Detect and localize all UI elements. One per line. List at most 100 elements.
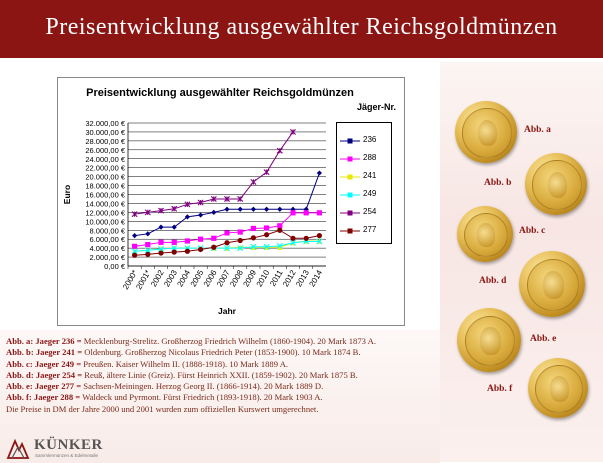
data-point-288 <box>145 241 151 248</box>
note-key: Abb. c: Jaeger 249 = <box>6 358 82 369</box>
data-point-236 <box>145 231 151 237</box>
note-line: Abb. e: Jaeger 277 = Sachsen-Meiningen. … <box>6 381 446 392</box>
data-point-254 <box>263 169 270 176</box>
data-point-288 <box>316 210 322 216</box>
data-point-254 <box>237 195 244 202</box>
legend-label: 236 <box>363 135 377 144</box>
line-chart: 0,00 €2.000,00 €4.000,00 €6.000,00 €8.00… <box>62 119 326 316</box>
note-text: Oldenburg. Großherzog Nicolaus Friedrich… <box>82 347 361 358</box>
note-line: Abb. b: Jaeger 241 = Oldenburg. Großherz… <box>6 347 446 358</box>
data-point-236 <box>250 206 256 212</box>
data-point-254 <box>290 128 296 135</box>
y-tick-label: 14.000,00 € <box>85 199 125 208</box>
data-point-236 <box>211 209 217 215</box>
legend-swatch-icon <box>340 156 360 162</box>
data-point-288 <box>250 225 256 232</box>
data-point-277 <box>277 227 283 233</box>
legend-item-288: 288 <box>337 153 391 165</box>
data-point-288 <box>290 210 296 216</box>
y-tick-label: 2.000,00 € <box>90 253 126 262</box>
note-text: Reuß, ältere Linie (Greiz). Fürst Heinri… <box>82 369 358 380</box>
legend-swatch-icon <box>340 174 360 180</box>
data-point-254 <box>224 195 230 202</box>
legend-item-249: 249 <box>337 189 391 201</box>
data-point-254 <box>158 207 164 214</box>
note-key: Abb. f: Jaeger 288 = <box>6 392 81 403</box>
data-point-277 <box>184 248 190 254</box>
coin-label-d: Abb. d <box>479 276 507 286</box>
note-key: Abb. a: Jaeger 236 = <box>6 336 82 346</box>
data-point-288 <box>224 230 230 236</box>
data-point-254 <box>184 201 191 208</box>
y-tick-label: 6.000,00 € <box>90 235 126 244</box>
footnote: Die Preise in DM der Jahre 2000 und 2001… <box>6 403 319 414</box>
logo-name: KÜNKER <box>34 437 103 453</box>
data-point-288 <box>198 236 204 242</box>
legend-item-236: 236 <box>337 135 391 147</box>
note-text: Mecklenburg-Strelitz. Großherzog Friedri… <box>81 336 376 346</box>
data-point-288 <box>237 229 243 235</box>
data-point-277 <box>211 244 217 250</box>
chart-subtitle: Jäger-Nr. <box>356 102 396 112</box>
y-tick-label: 32.000,00 € <box>85 119 125 128</box>
y-tick-label: 4.000,00 € <box>90 244 126 253</box>
coin-image-a <box>455 101 517 163</box>
data-point-249 <box>158 246 164 253</box>
note-line: Abb. f: Jaeger 288 = Waldeck und Pyrmont… <box>6 392 446 403</box>
data-point-236 <box>316 170 322 176</box>
coin-label-a: Abb. a <box>524 125 551 135</box>
data-point-236 <box>224 206 230 212</box>
data-point-249 <box>131 248 138 255</box>
data-point-236 <box>171 224 177 230</box>
legend-label: 241 <box>363 171 377 180</box>
data-point-254 <box>131 211 138 218</box>
coin-image-c <box>457 206 513 262</box>
data-point-288 <box>264 225 270 231</box>
data-point-277 <box>264 232 270 238</box>
note-line: Abb. c: Jaeger 249 = Preußen. Kaiser Wil… <box>6 359 446 370</box>
note-text: Waldeck und Pyrmont. Fürst Friedrich (18… <box>80 392 323 403</box>
data-point-249 <box>144 247 151 254</box>
y-tick-label: 26.000,00 € <box>85 146 125 155</box>
header-bar: Preisentwicklung ausgewählter Reichsgold… <box>0 0 603 58</box>
legend-label: 288 <box>363 153 377 162</box>
data-point-236 <box>158 224 164 230</box>
x-tick-label: 2014 <box>307 268 324 288</box>
logo-mark-icon <box>6 438 30 459</box>
data-point-254 <box>144 209 151 216</box>
data-point-249 <box>276 242 283 249</box>
data-point-249 <box>224 245 230 252</box>
y-tick-label: 30.000,00 € <box>85 128 125 137</box>
y-axis-label: Euro <box>62 185 72 204</box>
coin-label-e: Abb. e <box>530 334 557 344</box>
y-tick-label: 0,00 € <box>104 262 126 271</box>
coin-descriptions: Abb. a: Jaeger 236 = Mecklenburg-Strelit… <box>6 336 446 415</box>
data-point-236 <box>184 214 190 220</box>
data-point-241 <box>277 244 283 250</box>
legend-swatch-icon <box>340 210 360 216</box>
legend-label: 249 <box>363 189 377 198</box>
y-tick-label: 28.000,00 € <box>85 137 125 146</box>
data-point-254 <box>210 195 217 202</box>
data-point-249 <box>237 245 244 252</box>
note-text: Preußen. Kaiser Wilhelm II. (1888-1918).… <box>81 358 289 369</box>
data-point-277 <box>303 235 309 241</box>
page-title: Preisentwicklung ausgewählter Reichsgold… <box>45 14 558 40</box>
data-point-277 <box>132 252 138 258</box>
note-line: Abb. a: Jaeger 236 = Mecklenburg-Strelit… <box>6 336 446 347</box>
data-point-254 <box>250 178 257 185</box>
data-point-288 <box>303 210 309 216</box>
data-point-254 <box>276 147 283 154</box>
y-tick-label: 18.000,00 € <box>85 182 125 191</box>
y-tick-label: 10.000,00 € <box>85 217 125 226</box>
data-point-254 <box>197 199 204 206</box>
data-point-288 <box>277 223 283 229</box>
data-point-277 <box>158 250 164 256</box>
chart-legend: 236 288 241 249 254 277 <box>336 122 392 244</box>
data-point-249 <box>263 243 270 250</box>
logo-tagline: Sammlermünzen & Edelmetalle <box>35 453 99 458</box>
data-point-236 <box>264 206 270 212</box>
x-axis-label: Jahr <box>218 306 237 316</box>
legend-label: 277 <box>363 225 377 234</box>
legend-swatch-icon <box>340 228 360 234</box>
